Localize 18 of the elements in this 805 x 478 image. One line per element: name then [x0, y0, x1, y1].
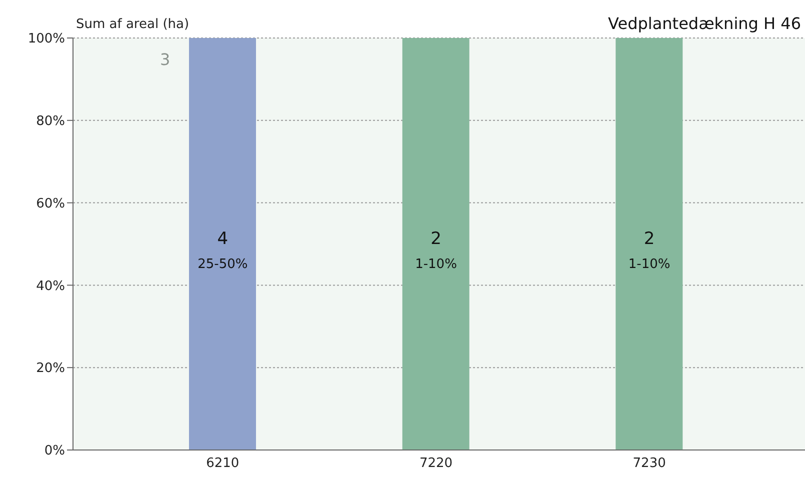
annotation: 4 — [217, 229, 228, 249]
y-tick-label: 20% — [36, 361, 65, 376]
annotation: 2 — [430, 229, 442, 249]
x-tick-label: 6210 — [206, 456, 240, 472]
y-tick-label: 100% — [28, 32, 65, 47]
annotation: 2 — [644, 229, 655, 249]
annotation: 1-10% — [415, 257, 457, 272]
x-tick-label: 7220 — [419, 456, 453, 472]
y-axis-title: Sum af areal (ha) — [76, 17, 190, 32]
chart-title: Vedplantedækning H 46 — [608, 14, 801, 33]
y-tick-label: 0% — [44, 444, 65, 459]
annotation: 25-50% — [198, 257, 248, 272]
annotation: 1-10% — [628, 257, 670, 272]
y-tick-label: 40% — [36, 278, 65, 294]
annotation: 3 — [160, 50, 170, 69]
y-tick-label: 80% — [36, 114, 65, 130]
y-tick-label: 60% — [36, 196, 65, 212]
x-tick-label: 7230 — [632, 456, 666, 472]
